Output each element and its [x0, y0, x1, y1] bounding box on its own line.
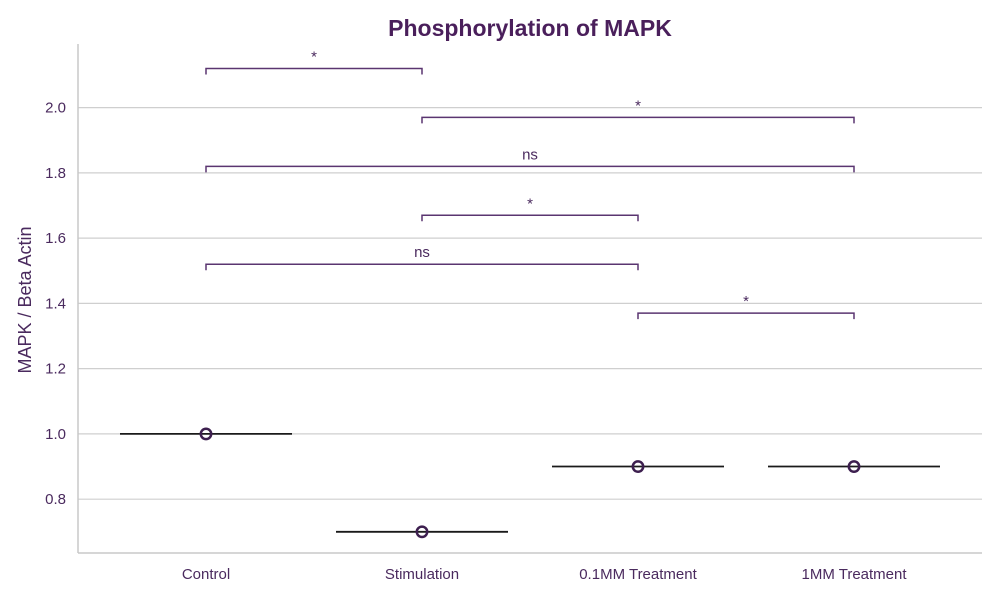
- x-tick-label: Stimulation: [385, 566, 459, 583]
- y-axis-label: MAPK / Beta Actin: [15, 226, 35, 373]
- significance-label: *: [635, 97, 641, 114]
- significance-bracket: [205, 165, 855, 173]
- mean-lines: [120, 433, 940, 533]
- y-ticks: 0.8 1.0 1.2 1.4 1.6 1.8 2.0: [45, 100, 66, 509]
- x-tick-label: Control: [182, 566, 230, 583]
- y-tick-label: 1.8: [45, 165, 66, 182]
- y-tick-label: 1.4: [45, 295, 66, 312]
- significance-label: ns: [414, 244, 430, 261]
- y-tick-label: 2.0: [45, 100, 66, 117]
- data-point: [415, 525, 429, 539]
- significance-bracket: [637, 312, 855, 320]
- significance-brackets: * * ns * ns *: [205, 48, 855, 320]
- x-tick-label: 1MM Treatment: [801, 566, 907, 583]
- x-ticks: Control Stimulation 0.1MM Treatment 1MM Tre…: [182, 566, 908, 583]
- axes: [77, 44, 982, 554]
- significance-bracket: [421, 214, 639, 222]
- x-tick-label: 0.1MM Treatment: [579, 566, 697, 583]
- significance-bracket: [205, 67, 423, 75]
- significance-label: *: [527, 195, 533, 212]
- data-point: [631, 460, 645, 473]
- chart-title: Phosphorylation of MAPK: [388, 15, 672, 41]
- y-tick-label: 1.0: [45, 426, 66, 443]
- y-tick-label: 1.6: [45, 230, 66, 247]
- data-point: [847, 460, 861, 473]
- y-tick-label: 0.8: [45, 491, 66, 508]
- significance-label: *: [311, 48, 317, 65]
- y-tick-label: 1.2: [45, 361, 66, 378]
- significance-label: *: [743, 293, 749, 310]
- data-points: [199, 427, 861, 539]
- data-point: [199, 427, 213, 441]
- significance-bracket: [205, 263, 639, 271]
- significance-bracket: [421, 116, 855, 124]
- significance-label: ns: [522, 146, 538, 163]
